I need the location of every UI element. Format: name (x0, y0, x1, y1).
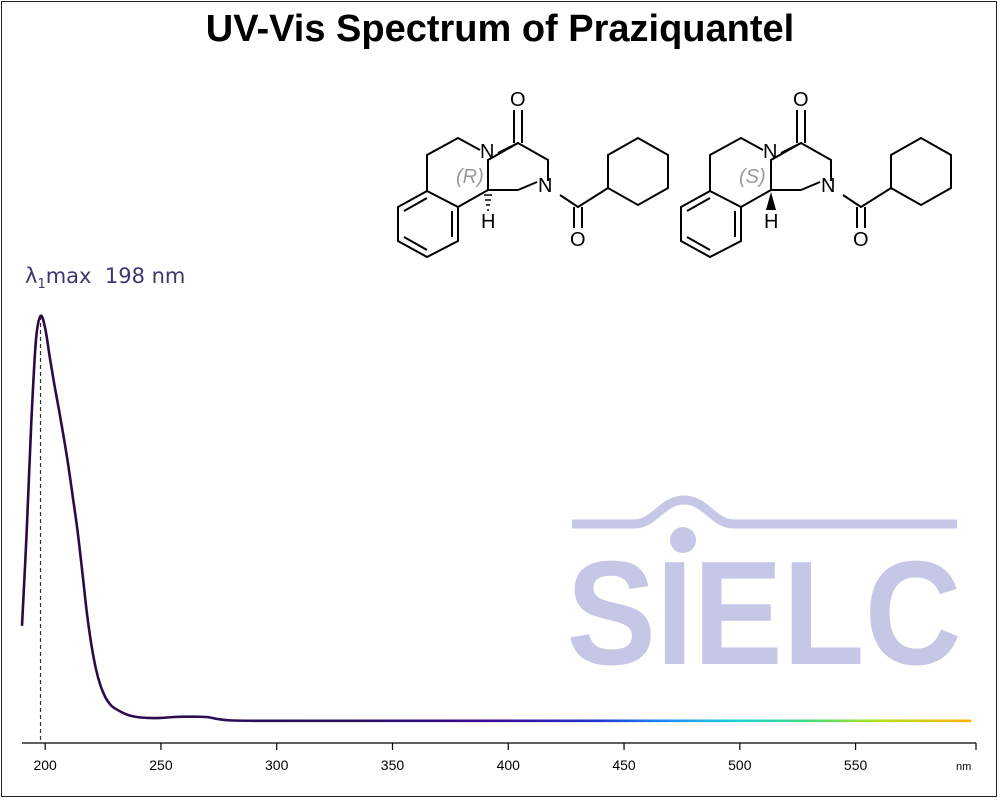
s-oxygen-top: O (793, 89, 809, 111)
peak-annotation: λ1max 198 nm (25, 264, 185, 292)
s-nitrogen-1: N (763, 141, 777, 163)
x-tick-label: 250 (149, 757, 173, 773)
lambda-symbol: λ (25, 264, 38, 288)
structure-s-labels: O N N H O (S) (739, 89, 869, 251)
structure-r-labels: O N N H O (R) (456, 89, 586, 251)
r-oxygen-top: O (510, 89, 526, 111)
s-nitrogen-2: N (821, 175, 835, 197)
r-stereo-label: (R) (456, 166, 484, 188)
s-wedge-bond (766, 192, 776, 210)
watermark-swoosh (572, 495, 957, 529)
structure-r-enantiomer (397, 110, 669, 259)
x-tick-label: 500 (728, 757, 752, 773)
s-stereo-label: (S) (739, 166, 766, 188)
peak-value: 198 nm (104, 264, 186, 288)
r-nitrogen-2: N (538, 175, 552, 197)
watermark-text: SIELC (567, 531, 962, 696)
s-hydrogen: H (764, 211, 778, 233)
r-hydrogen: H (481, 211, 495, 233)
r-nitrogen-1: N (480, 141, 494, 163)
spectrum-line (20, 314, 972, 723)
x-tick-label: 350 (381, 757, 405, 773)
x-axis-unit: nm (956, 761, 971, 773)
watermark-i-dot (670, 527, 696, 553)
lambda-subscript: 1 (37, 277, 46, 293)
x-tick-label: 400 (497, 757, 521, 773)
chart-title: UV-Vis Spectrum of Praziquantel (205, 8, 795, 50)
x-tick-label: 200 (33, 757, 57, 773)
x-tick-label: 300 (265, 757, 289, 773)
s-oxygen-bottom: O (853, 229, 869, 251)
x-tick-label: 550 (844, 757, 868, 773)
structure-s-enantiomer (680, 110, 952, 259)
x-axis-ticks: 200 250 300 350 400 450 500 550 (33, 743, 977, 773)
r-oxygen-bottom: O (570, 229, 586, 251)
x-tick-label: 450 (612, 757, 636, 773)
sielc-watermark: SIELC (567, 495, 962, 696)
lambda-suffix: max (45, 264, 92, 288)
